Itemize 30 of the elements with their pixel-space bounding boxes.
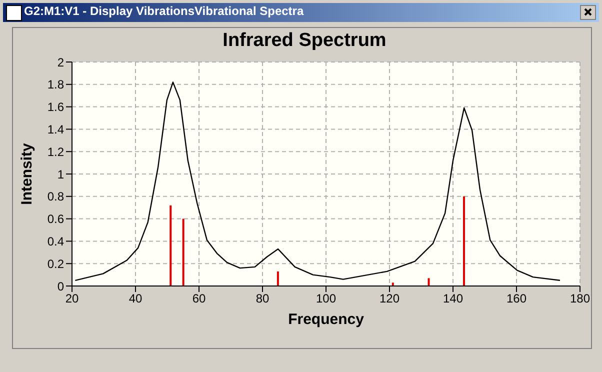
y-axis-title: Intensity bbox=[18, 142, 36, 205]
x-tick-label: 60 bbox=[192, 292, 206, 306]
y-tick-label: 0.2 bbox=[47, 256, 64, 271]
y-tick-label: 0 bbox=[57, 279, 64, 294]
y-tick-label: 2 bbox=[57, 55, 64, 70]
x-tick-label: 20 bbox=[65, 292, 79, 306]
y-tick-label: 1 bbox=[57, 167, 64, 182]
y-tick-label: 1.6 bbox=[47, 100, 64, 114]
line-series bbox=[74, 82, 561, 281]
chart-title: Infrared Spectrum bbox=[222, 30, 388, 52]
text: G2:M1:V1 - Display VibrationsVibrational Spectra bbox=[24, 4, 304, 18]
bar bbox=[170, 205, 172, 286]
x-tick-label: 140 bbox=[442, 292, 464, 306]
x-tick-label: 40 bbox=[128, 292, 142, 306]
y-tick-label: 0.6 bbox=[47, 212, 64, 226]
y-tick-label: 1.4 bbox=[47, 122, 64, 136]
y-tick-label: 0.8 bbox=[47, 190, 64, 204]
bar bbox=[276, 271, 279, 286]
x-tick-label: 120 bbox=[379, 292, 400, 306]
bar bbox=[182, 218, 184, 286]
x-axis-title: Frequency bbox=[288, 311, 365, 328]
y-tick-label: 0.4 bbox=[47, 234, 64, 248]
y-tick-label: 1.2 bbox=[47, 144, 64, 159]
x-tick-label: 160 bbox=[506, 292, 527, 306]
bar bbox=[463, 196, 465, 286]
y-tick-label: 1.8 bbox=[47, 78, 64, 92]
x-tick-label: 100 bbox=[316, 292, 336, 306]
bar bbox=[428, 278, 430, 286]
x-tick-label: 180 bbox=[570, 292, 590, 306]
x-tick-label: 80 bbox=[256, 292, 270, 306]
